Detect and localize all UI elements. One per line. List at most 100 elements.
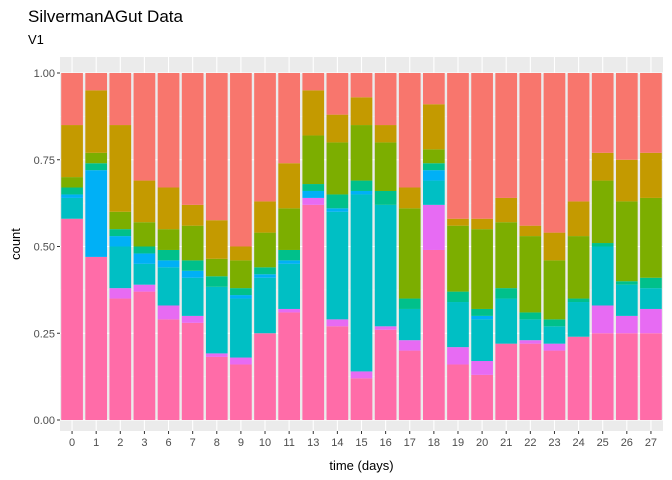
bar-segment	[350, 125, 373, 181]
bar-segment	[615, 73, 638, 160]
bar-segment	[205, 356, 228, 420]
bar-segment	[543, 319, 566, 327]
bar-segment	[398, 308, 421, 341]
bar-segment	[543, 343, 566, 351]
bar-segment	[519, 225, 542, 237]
bar-segment	[519, 340, 542, 344]
x-tick-label: 17	[404, 437, 416, 449]
bar-stack-17	[398, 73, 421, 420]
bar-segment	[447, 73, 469, 219]
y-tick-label: 1.00	[34, 68, 55, 80]
bar-segment	[205, 286, 228, 354]
x-tick-label: 1	[93, 437, 99, 449]
bar-segment	[423, 180, 445, 205]
bar-segment	[543, 350, 566, 420]
bar-stack-14	[326, 73, 349, 420]
bar-segment	[85, 152, 108, 164]
bar-segment	[109, 229, 132, 237]
bar-segment	[543, 232, 566, 261]
bar-stack-8	[205, 73, 228, 420]
bar-segment	[591, 152, 614, 181]
bar-segment	[61, 73, 83, 126]
bar-segment	[374, 125, 397, 143]
bar-segment	[230, 260, 252, 289]
bar-stack-10	[254, 73, 276, 420]
bar-segment	[374, 190, 397, 205]
bar-segment	[615, 159, 638, 202]
x-tick-label: 11	[283, 437, 294, 449]
bar-segment	[591, 180, 614, 244]
bar-segment	[326, 208, 349, 212]
x-tick-label: 16	[379, 437, 391, 449]
bar-segment	[640, 277, 662, 289]
bar-segment	[205, 220, 228, 259]
bar-segment	[447, 364, 469, 420]
bar-segment	[278, 263, 300, 309]
bar-segment	[423, 204, 445, 250]
bar-segment	[326, 319, 349, 327]
bar-segment	[519, 73, 542, 226]
bar-segment	[567, 236, 590, 299]
bar-segment	[326, 211, 349, 320]
bar-segment	[302, 184, 325, 191]
bar-stack-27	[640, 73, 662, 420]
bar-segment	[254, 333, 276, 420]
y-tick-label: 0.25	[34, 328, 55, 340]
bar-segment	[230, 298, 252, 358]
bar-segment	[567, 336, 590, 420]
bar-segment	[640, 73, 662, 153]
bar-segment	[471, 218, 493, 230]
bar-segment	[157, 249, 180, 261]
bar-stack-23	[543, 73, 566, 420]
bar-segment	[591, 246, 614, 306]
bar-segment	[157, 73, 180, 188]
bar-segment	[61, 125, 83, 178]
bar-stack-26	[615, 73, 638, 420]
bar-segment	[254, 267, 276, 275]
bar-segment	[350, 190, 373, 195]
bar-segment	[61, 194, 83, 198]
x-tick-label: 21	[500, 437, 512, 449]
bar-stack-3	[133, 73, 156, 420]
bar-segment	[157, 187, 180, 230]
bar-segment	[350, 378, 373, 420]
bar-segment	[109, 211, 132, 230]
bar-segment	[519, 343, 542, 420]
x-tick-label: 26	[621, 437, 633, 449]
bar-segment	[109, 125, 132, 212]
bar-segment	[350, 194, 373, 372]
bar-segment	[640, 308, 662, 334]
bar-segment	[302, 90, 325, 136]
bar-segment	[157, 260, 180, 268]
bar-segment	[423, 73, 445, 105]
y-tick-label: 0.50	[34, 242, 55, 254]
bar-stack-24	[567, 73, 590, 420]
bar-segment	[85, 170, 108, 257]
bar-segment	[133, 291, 156, 420]
bar-segment	[350, 371, 373, 379]
bar-stack-21	[495, 73, 518, 420]
bar-segment	[302, 73, 325, 91]
bar-stack-2	[109, 73, 132, 420]
bar-segment	[85, 73, 108, 91]
bar-segment	[398, 187, 421, 209]
bar-segment	[326, 142, 349, 195]
bar-segment	[447, 347, 469, 365]
bar-segment	[471, 319, 493, 362]
y-axis: 0.00 0.25 0.50 0.75 1.00	[34, 68, 60, 427]
bar-segment	[471, 308, 493, 316]
bar-segment	[181, 260, 204, 271]
bar-segment	[615, 333, 638, 420]
bar-segment	[109, 288, 132, 299]
y-tick-label: 0.00	[34, 415, 55, 427]
bar-segment	[109, 246, 132, 289]
bar-stack-0	[61, 73, 83, 420]
bar-stack-11	[278, 73, 300, 420]
x-tick-label: 27	[645, 437, 657, 449]
bar-segment	[205, 353, 228, 357]
bar-segment	[326, 73, 349, 115]
bar-segment	[471, 315, 493, 320]
x-axis: 0 1 2 3 6 7 8 9 10 11 13 14 15 16 17 18 19 20 21 22 23 24 25 26…	[69, 431, 657, 449]
x-tick-label: 18	[428, 437, 440, 449]
